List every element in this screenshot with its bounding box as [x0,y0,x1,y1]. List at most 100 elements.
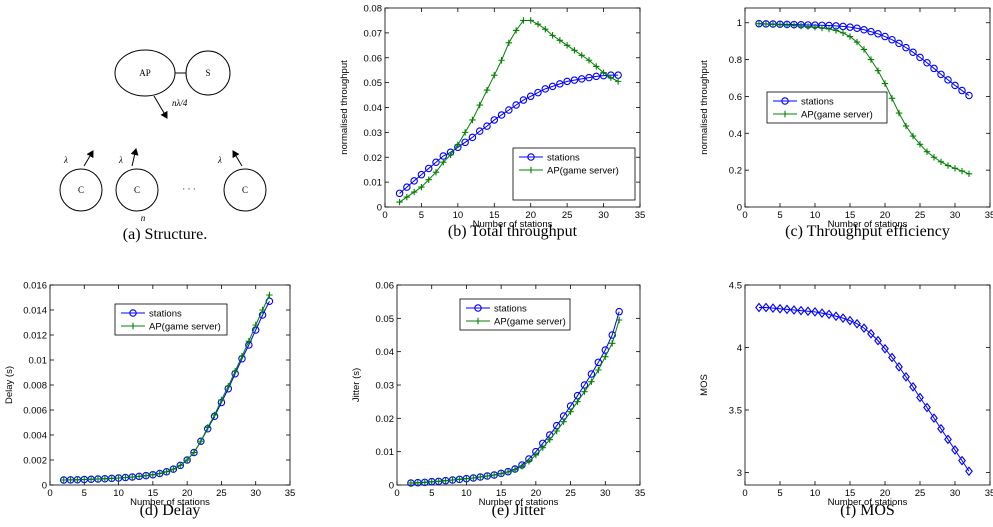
series-stations [755,19,973,100]
data-point [923,402,931,413]
data-point [585,57,593,64]
data-point [930,64,938,73]
y-tick-label: 0.014 [23,306,47,317]
data-point [609,340,616,347]
data-point [534,20,542,28]
x-tick-label: 0 [742,488,747,499]
y-tick-label: 0.05 [376,314,395,325]
uplink-label: λ [118,155,123,165]
x-tick-label: 30 [598,210,609,221]
series-stations [407,307,623,487]
x-tick-label: 35 [985,488,993,499]
data-point [94,475,102,483]
data-point [965,91,973,100]
data-point [435,478,442,485]
data-point [428,478,435,485]
data-point [101,475,109,482]
plot-frame [744,7,991,208]
data-point [888,35,896,44]
y-tick-label: 0.004 [23,431,47,442]
data-point [546,436,553,443]
data-point [163,468,170,475]
y-tick-label: 0.01 [29,356,48,367]
legend-marker [527,153,535,161]
data-point [958,167,966,175]
x-axis-label: Number of stations [828,219,908,230]
plot-frame [744,284,991,486]
data-point [881,80,889,87]
data-point [860,25,868,34]
client-label: C [242,185,248,195]
y-tick-label: 0 [389,481,394,492]
data-point [135,473,143,480]
series-stations [395,71,622,198]
series-line [759,307,970,472]
data-point [874,30,882,38]
x-tick-label: 20 [182,488,193,499]
client-label: C [134,185,140,195]
series-line [758,23,970,96]
data-point [577,75,586,83]
data-point [245,338,253,345]
y-axis-label: normalised throughput [699,60,710,155]
y-axis-label: MOS [699,374,710,396]
data-point [218,396,225,404]
data-point [776,303,784,314]
legend: stations AP(game server) [766,91,888,124]
y-tick-label: 0.03 [376,381,395,392]
data-point [129,473,136,481]
data-point [783,304,791,315]
data-point [958,455,966,466]
data-point [832,27,840,34]
data-point [149,471,157,478]
x-tick-label: 25 [216,488,227,499]
data-point [190,449,198,456]
data-point [407,479,415,487]
data-point [958,86,966,95]
data-point [881,343,889,354]
data-point [60,476,67,484]
data-point [490,116,499,124]
y-tick-label: 0.07 [364,28,383,39]
data-point [512,101,520,109]
data-point [469,116,476,124]
data-point [563,77,571,86]
data-point [518,463,526,470]
x-tick-label: 10 [453,210,464,221]
data-point [951,445,959,455]
data-point [197,438,205,445]
data-point [461,129,469,136]
x-tick-label: 35 [635,488,646,499]
data-point [895,361,903,372]
data-point [804,23,812,30]
ap-label: AP [139,68,151,78]
data-point [965,466,973,477]
data-point [797,305,805,316]
y-tick-label: 4 [737,343,742,354]
data-point [853,38,861,46]
x-tick-label: 15 [489,210,500,221]
legend-box [114,303,228,336]
data-point [454,141,462,149]
data-point [839,22,847,31]
data-point [593,63,600,70]
data-point [755,302,763,313]
legend: stations AP(game server) [512,147,636,201]
y-tick-label: 0.01 [376,447,395,458]
x-axis-label: Number of stations [828,497,908,508]
x-tick-label: 15 [845,210,856,221]
data-point [556,37,564,44]
data-point [432,168,440,176]
data-point [81,476,88,483]
data-point [615,316,623,324]
legend-entry: stations [801,97,834,108]
x-axis-label: Number of stations [130,497,210,508]
data-point [595,366,602,374]
data-point [783,21,791,29]
data-point [549,32,556,39]
data-point [769,303,777,314]
chart-caption: (c) Throughput efficiency [785,223,950,240]
legend-marker [781,97,789,105]
data-point [797,22,805,30]
